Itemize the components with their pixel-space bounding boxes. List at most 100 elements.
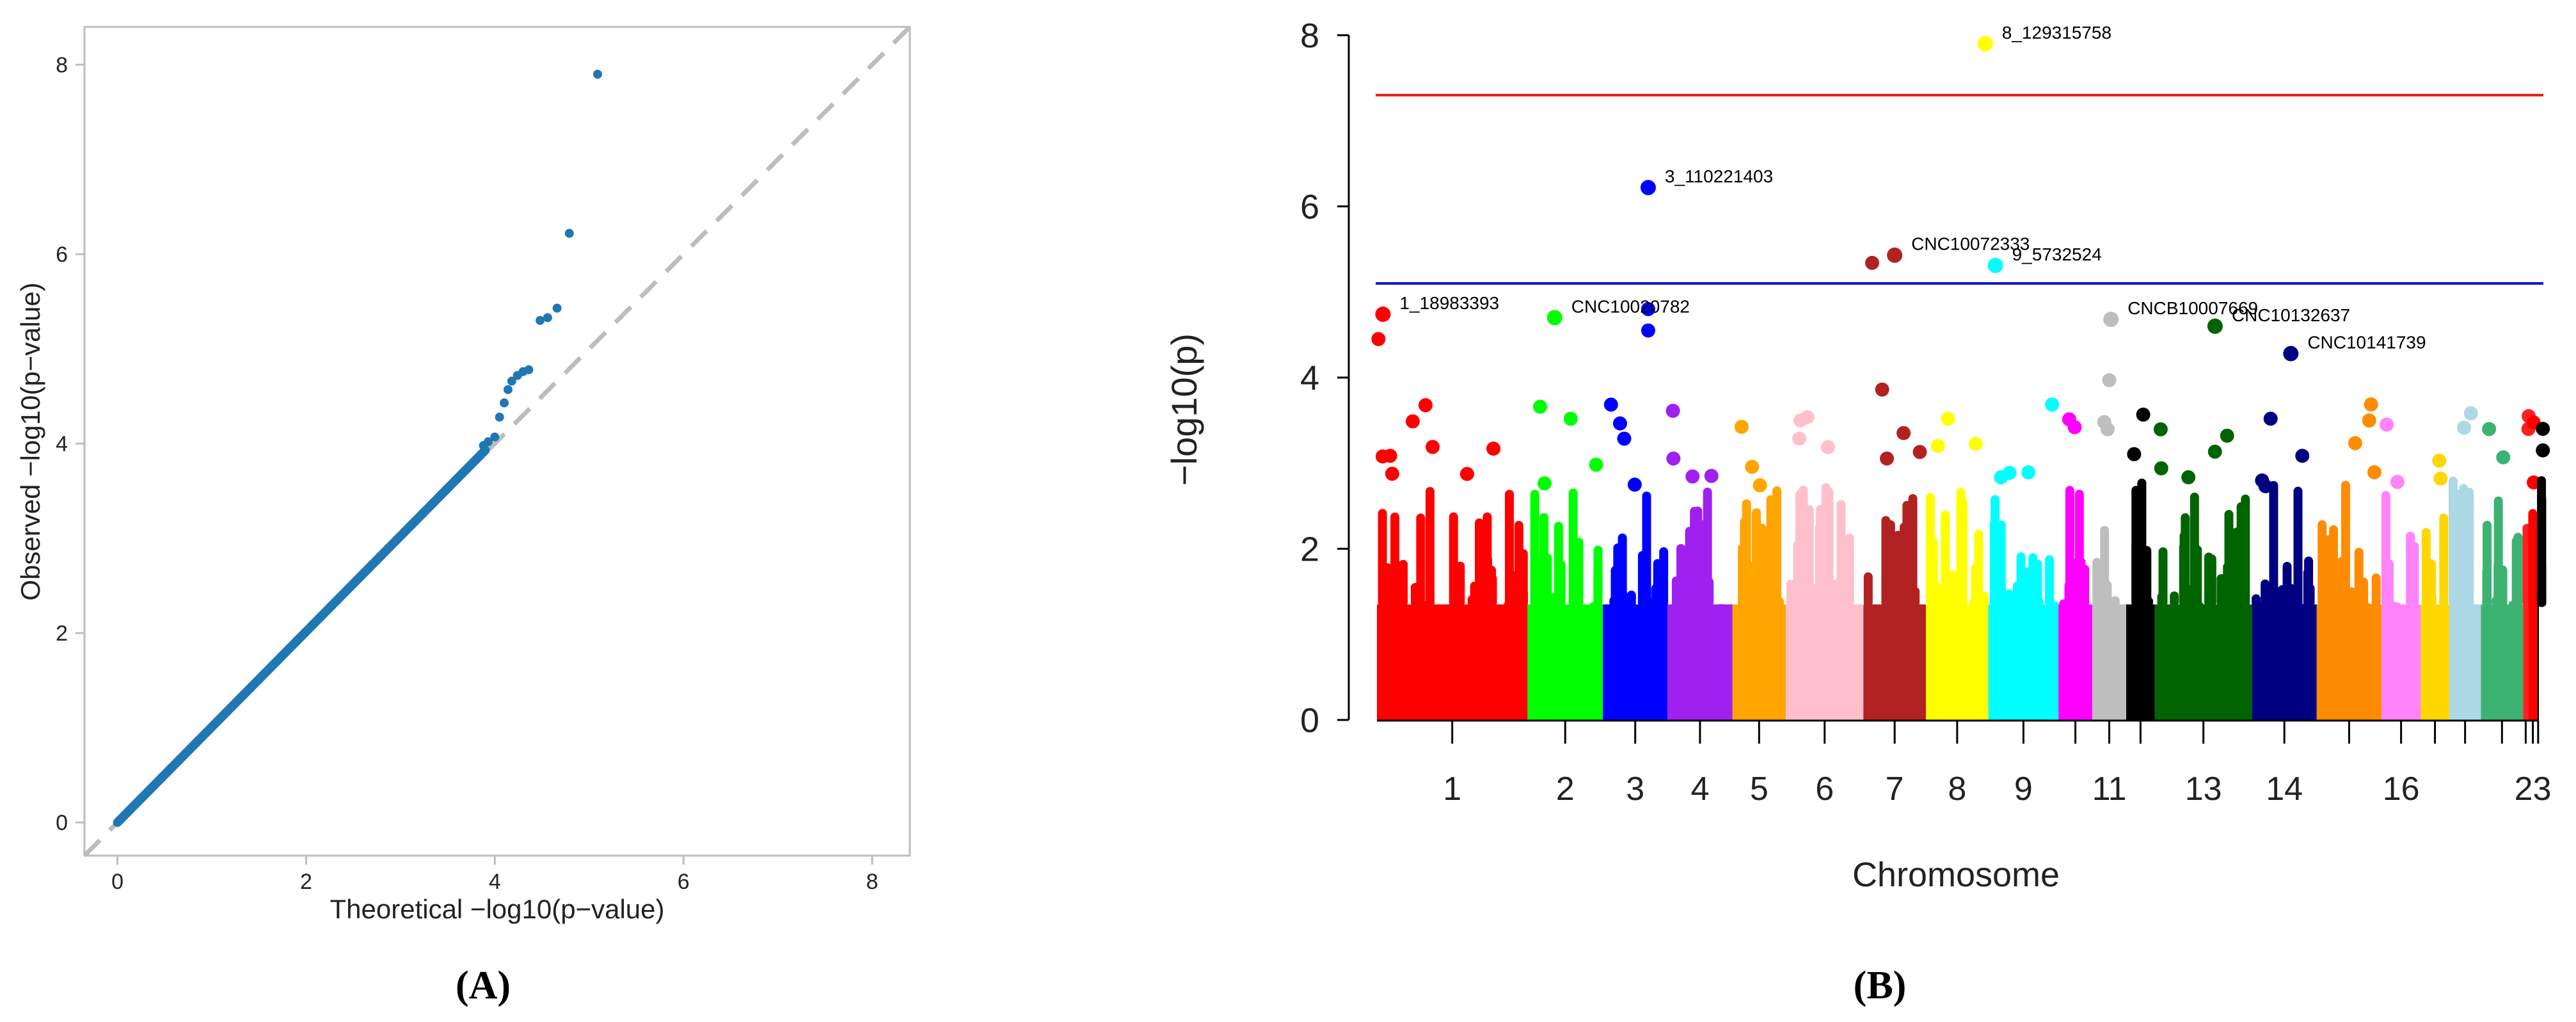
top-snp-point [2283,346,2299,362]
chromosome-peak [2190,492,2199,607]
qq-point [524,365,534,374]
manhattan-point [1375,449,1390,464]
chromosome-peak [2439,513,2449,607]
chromosome-band [2449,604,2481,720]
chromosome-peak [1589,602,1599,607]
chromosome-peak [1979,591,1989,607]
chromosome-peak [2537,494,2547,607]
chromosome-peak [1568,488,1578,607]
chromosome-band [2252,604,2317,720]
manhattan-point [1941,411,1955,426]
chromosome-peak [1651,584,1660,607]
chromosome-peak [2363,603,2373,607]
chromosome-peak [2252,594,2261,607]
manhattan-point [2154,461,2168,475]
qq-x-axis-label: Theoretical −log10(p−value) [330,894,665,924]
qq-y-tick-label: 2 [56,621,68,646]
chromosome-peak [1609,596,1619,607]
panel-a-caption: (A) [456,964,511,1007]
chromosome-label: 7 [1886,770,1904,808]
chromosome-peak [1637,550,1647,607]
manhattan-point [1685,469,1700,484]
chromosome-band [2154,604,2252,720]
chromosome-peak [1541,600,1550,607]
chromosome-band [2523,604,2529,720]
chromosome-label: 9 [2014,770,2033,808]
chromosome-peak [2269,481,2278,607]
manhattan-point [1617,431,1632,446]
manhattan-point [1641,302,1655,316]
top-snp-point [1546,310,1562,326]
chromosome-peak [1932,582,1941,607]
manhattan-x-axis-label: Chromosome [1852,856,2060,894]
chromosome-peak [2131,540,2141,607]
manhattan-point [2136,407,2151,422]
chromosome-peak [2381,491,2390,607]
chromosome-label: 6 [1815,770,1834,808]
manhattan-threshold-lines [1376,93,2543,285]
chromosome-peak [1518,549,1528,607]
manhattan-point [2367,465,2381,479]
manhattan-point [1880,451,1895,466]
chromosome-peak [1969,598,1978,607]
chromosome-peak [1425,486,1435,607]
chromosome-label: 2 [1556,770,1575,808]
manhattan-point [2364,397,2378,411]
chromosome-peak [1971,563,1980,607]
chromosome-peak [2170,591,2179,607]
chromosome-band [2381,604,2421,720]
manhattan-annotations: 8_129315758 3_110221403 CNC100723339_57325… [1399,22,2426,352]
manhattan-point [1792,431,1807,446]
chromosome-peak [2158,547,2168,607]
chromosome-peak [1759,589,1769,607]
chromosome-peak [2513,532,2523,607]
manhattan-point [2433,471,2448,486]
chromosome-peak [2493,496,2503,607]
chromosome-band [1527,604,1603,720]
chromosome-peak [2286,584,2295,607]
qq-point [483,437,493,447]
manhattan-point [2220,428,2234,443]
chromosome-peak [2508,600,2518,607]
snp-label: 9_5732524 [2012,244,2102,264]
chromosome-peak [2044,555,2054,607]
chromosome-peak [2304,556,2314,607]
manhattan-point [1820,440,1835,454]
manhattan-point [2207,444,2222,459]
manhattan-point [2380,417,2394,432]
chromosome-peak [1893,531,1903,607]
chromosome-peak [1816,505,1825,607]
manhattan-point [2258,479,2273,493]
qq-x-tick-label: 4 [489,870,501,894]
manhattan-y-tick-label: 6 [1300,188,1319,227]
chromosome-peak [1832,579,1841,607]
manhattan-point [1912,445,1927,459]
qq-x-tick-label: 0 [111,870,123,894]
chromosome-peak [1808,601,1818,607]
chromosome-peak [2016,552,2026,607]
snp-label: 8_129315758 [2002,22,2111,42]
manhattan-point [1745,459,1760,474]
chromosome-peak [2359,577,2369,607]
manhattan-point [1641,323,1655,338]
chromosome-peak [1747,562,1756,607]
chromosome-band [1732,604,1786,720]
qq-x-tick-label: 2 [300,870,312,894]
manhattan-point [2102,373,2117,388]
manhattan-point [2348,436,2362,451]
manhattan-x-axis: 1 2 3 4 5 6 7 8 9 11 13 14 16 23 [1377,719,2552,808]
manhattan-point [1896,426,1911,440]
chromosome-label: 23 [2515,770,2552,808]
manhattan-point [1864,255,1879,270]
top-snp-point [1375,307,1391,323]
chromosome-peak [1626,590,1636,607]
qq-point [552,303,562,313]
snp-label: CNC10132637 [2232,305,2350,325]
chromosome-peak [2158,602,2168,607]
chromosome-peak [2064,581,2074,607]
chromosome-peak [1504,490,1514,607]
chromosome-peak [2076,557,2086,607]
snp-label: 1_18983393 [1399,293,1499,313]
chromosome-peak [2321,578,2330,607]
chromosome-peak [2142,546,2152,607]
